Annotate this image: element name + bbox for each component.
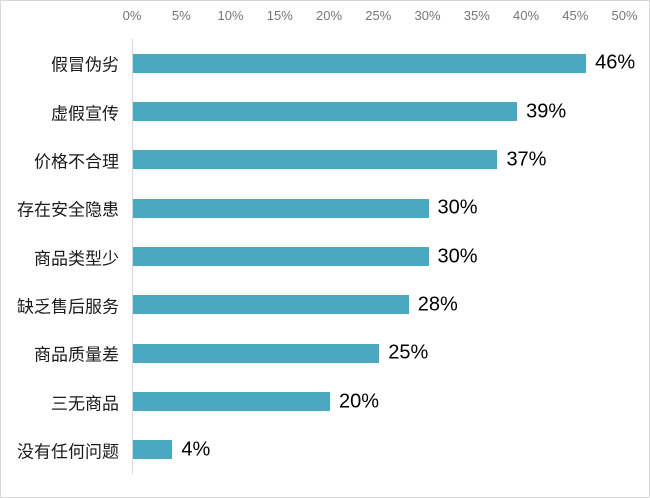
value-label: 4% (181, 438, 211, 461)
category-label: 商品类型少 (34, 249, 119, 268)
value-label: 46% (595, 51, 636, 74)
value-label: 37% (506, 148, 547, 171)
category-label: 假冒伪劣 (51, 55, 119, 75)
category-label: 没有任何问题 (17, 442, 119, 462)
category-label: 缺乏售后服务 (17, 297, 119, 317)
y-axis-line (132, 39, 133, 474)
value-label: 20% (339, 390, 380, 412)
bar (133, 53, 587, 73)
bar (133, 440, 173, 460)
bar (133, 392, 330, 411)
bar (133, 102, 518, 121)
category-label: 存在安全隐患 (17, 200, 119, 220)
x-axis-tick-label: 5% (171, 8, 191, 23)
x-axis-tick-label: 20% (315, 8, 343, 23)
value-label: 28% (417, 293, 458, 316)
bar (133, 343, 380, 363)
bar (133, 150, 498, 170)
value-label: 30% (437, 196, 478, 219)
bar (133, 295, 409, 315)
category-label: 价格不合理 (34, 152, 119, 172)
bar (133, 247, 429, 266)
x-axis-tick-label: 30% (414, 8, 441, 23)
value-label: 25% (388, 341, 429, 364)
x-axis-tick-label: 25% (365, 8, 392, 23)
bar (133, 198, 429, 218)
category-label: 商品质量差 (34, 345, 119, 365)
x-axis-tick-label: 40% (512, 8, 540, 23)
x-axis-tick-label: 50% (611, 8, 638, 23)
x-axis-tick-label: 15% (266, 8, 293, 23)
x-axis-tick-label: 0% (122, 8, 142, 23)
value-label: 39% (526, 100, 567, 122)
category-label: 虚假宣传 (51, 104, 119, 123)
x-axis-tick-label: 45% (562, 8, 589, 23)
category-label: 三无商品 (51, 394, 119, 413)
value-label: 30% (437, 245, 478, 267)
x-axis-tick-label: 10% (217, 8, 244, 23)
x-axis-tick-label: 35% (463, 8, 490, 23)
